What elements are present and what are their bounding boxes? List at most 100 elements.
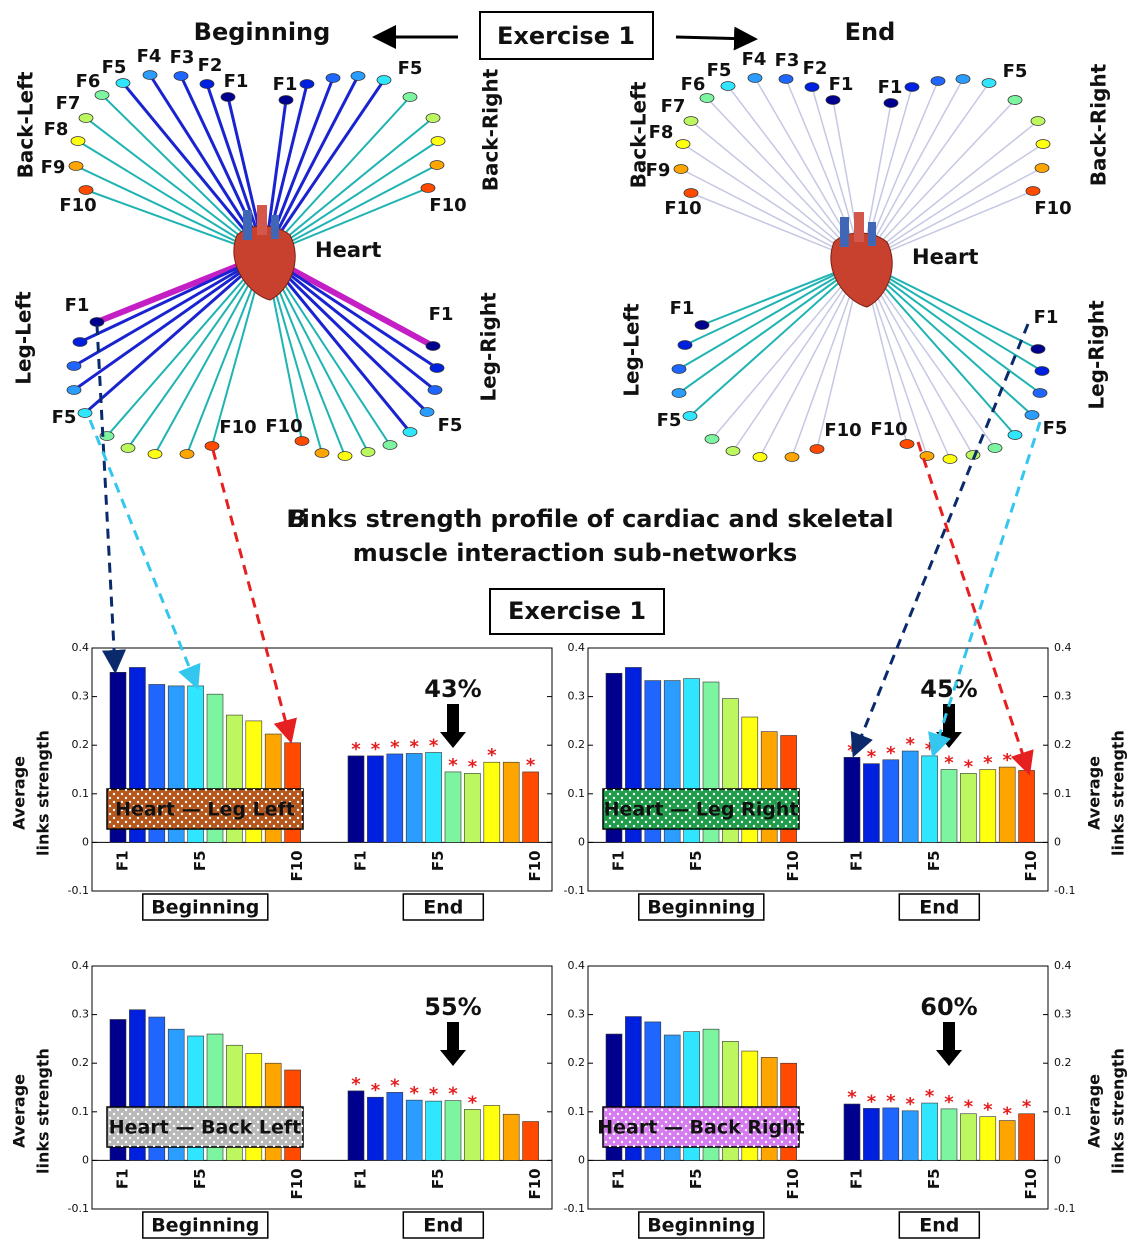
bar bbox=[883, 1108, 899, 1160]
bar bbox=[960, 773, 976, 842]
node-label: F2 bbox=[198, 55, 223, 76]
node bbox=[403, 93, 417, 102]
node-label: F5 bbox=[52, 407, 77, 428]
x-tick-label: F10 bbox=[288, 1168, 306, 1199]
significance-star: * bbox=[867, 1091, 877, 1112]
significance-star: * bbox=[983, 1100, 993, 1121]
node bbox=[383, 441, 397, 450]
x-tick-label: F1 bbox=[848, 850, 866, 871]
node bbox=[779, 75, 793, 84]
heart-label: Heart bbox=[912, 245, 978, 269]
x-tick-label: F1 bbox=[114, 1168, 132, 1189]
significance-star: * bbox=[468, 1092, 478, 1113]
y-tick-label: 0.1 bbox=[568, 787, 586, 800]
node bbox=[315, 449, 329, 458]
y-tick-label: -0.1 bbox=[68, 1202, 89, 1215]
node-label: F4 bbox=[742, 49, 767, 70]
significance-star: * bbox=[925, 1086, 935, 1107]
bar bbox=[1019, 770, 1035, 842]
bar bbox=[348, 756, 364, 843]
node bbox=[695, 321, 709, 330]
node bbox=[361, 448, 375, 457]
y-tick-label: 0.2 bbox=[72, 738, 90, 751]
legend-label: Heart — Back Right bbox=[597, 1117, 804, 1139]
bar bbox=[980, 770, 996, 843]
y-tick-label: -0.1 bbox=[1054, 1202, 1075, 1215]
node bbox=[721, 82, 735, 91]
section-title: muscle interaction sub-networks bbox=[353, 539, 798, 567]
node-label: F8 bbox=[649, 122, 674, 143]
y-tick-label: 0.4 bbox=[568, 959, 586, 972]
y-tick-label: 0 bbox=[82, 835, 89, 848]
node bbox=[884, 99, 898, 108]
y-tick-label: 0.3 bbox=[1054, 690, 1072, 703]
node bbox=[1031, 345, 1045, 354]
y-tick-label: 0.4 bbox=[568, 641, 586, 654]
node bbox=[143, 71, 157, 80]
node-label: F8 bbox=[44, 119, 69, 140]
x-tick-label: F5 bbox=[429, 1168, 447, 1189]
node bbox=[73, 338, 87, 347]
node bbox=[430, 161, 444, 170]
node-label: F10 bbox=[429, 195, 466, 216]
significance-star: * bbox=[429, 1084, 439, 1105]
region-label: Back-Right bbox=[479, 68, 503, 191]
node bbox=[351, 72, 365, 81]
node bbox=[672, 365, 686, 374]
y-tick-label: 0.3 bbox=[72, 690, 90, 703]
x-tick-label: F1 bbox=[352, 850, 370, 871]
node-label: F7 bbox=[56, 93, 81, 114]
node bbox=[431, 137, 445, 146]
node bbox=[1035, 367, 1049, 376]
group-label: End bbox=[919, 897, 959, 919]
heart-label: Heart bbox=[315, 238, 381, 262]
node bbox=[67, 362, 81, 371]
y-tick-label: 0.4 bbox=[1054, 641, 1072, 654]
node bbox=[1031, 117, 1045, 126]
y-tick-label: 0.3 bbox=[568, 690, 586, 703]
node-label: F1 bbox=[829, 74, 854, 95]
y-tick-label: -0.1 bbox=[1054, 884, 1075, 897]
bar bbox=[922, 1103, 938, 1160]
bar bbox=[464, 1109, 480, 1160]
node-label: F1 bbox=[65, 295, 90, 316]
bar bbox=[367, 1097, 383, 1160]
significance-star: * bbox=[448, 755, 458, 776]
x-tick-label: F5 bbox=[925, 1168, 943, 1189]
node-label: F2 bbox=[803, 58, 828, 79]
significance-star: * bbox=[390, 1075, 400, 1096]
link bbox=[690, 262, 862, 416]
node bbox=[1026, 187, 1040, 196]
annotation: 60% bbox=[920, 993, 977, 1021]
bar bbox=[484, 762, 500, 842]
node bbox=[71, 137, 85, 146]
x-tick-label: F5 bbox=[191, 850, 209, 871]
x-tick-label: F1 bbox=[352, 1168, 370, 1189]
region-label: Leg-Right bbox=[477, 292, 501, 402]
legend-label: Heart — Back Left bbox=[109, 1117, 301, 1139]
section-exercise: Exercise 1 bbox=[508, 597, 646, 625]
node bbox=[428, 386, 442, 395]
link bbox=[265, 80, 384, 255]
y-axis-label: Average bbox=[10, 1074, 29, 1148]
significance-star: * bbox=[1022, 1097, 1032, 1118]
node-label: F1 bbox=[224, 71, 249, 92]
node bbox=[205, 442, 219, 451]
bar bbox=[426, 1101, 442, 1160]
region-label: Back-Left bbox=[627, 81, 651, 188]
bar bbox=[445, 1101, 461, 1161]
x-tick-label: F10 bbox=[1022, 850, 1040, 881]
node bbox=[683, 412, 697, 421]
figure: HeartF1F2F3F4F5F6F7F8F9F10F1F5F10F1F5F10… bbox=[0, 0, 1129, 1241]
region-label: Leg-Left bbox=[620, 303, 644, 397]
node bbox=[279, 96, 293, 105]
significance-star: * bbox=[409, 736, 419, 757]
legend-label: Heart — Leg Right bbox=[604, 799, 799, 821]
node bbox=[79, 186, 93, 195]
y-tick-label: 0.3 bbox=[568, 1008, 586, 1021]
node bbox=[426, 342, 440, 351]
node-label: F10 bbox=[1034, 198, 1071, 219]
group-label: End bbox=[423, 897, 463, 919]
node bbox=[684, 117, 698, 126]
